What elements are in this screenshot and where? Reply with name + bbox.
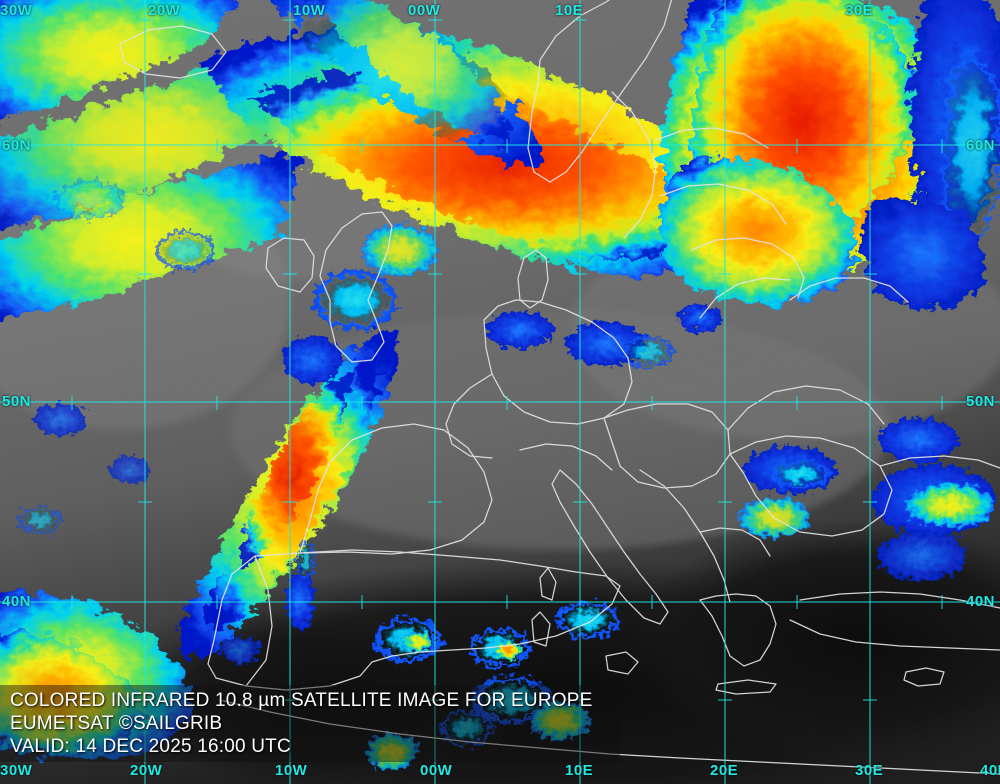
image-caption: COLORED INFRARED 10.8 µm SATELLITE IMAGE…: [0, 685, 620, 762]
lat-label-left-40n: 40N: [2, 593, 32, 610]
lon-label-top-30e: 30E: [845, 2, 874, 19]
lon-label-top-10e: 10E: [555, 2, 584, 19]
lon-label-top-20w: 20W: [148, 2, 181, 19]
lon-label-bottom-30e: 30E: [855, 762, 884, 779]
caption-product-line: COLORED INFRARED 10.8 µm SATELLITE IMAGE…: [10, 690, 593, 711]
lon-label-bottom-30w: 30W: [0, 762, 33, 779]
lat-label-left-50n: 50N: [2, 393, 32, 410]
lon-label-bottom-10w: 10W: [275, 762, 308, 779]
lon-label-bottom-20e: 20E: [710, 762, 739, 779]
graticule-ticks: [71, 19, 943, 701]
lon-label-top-30w: 30W: [0, 2, 33, 19]
lon-label-bottom-00w: 00W: [420, 762, 453, 779]
caption-valid-time: VALID: 14 DEC 2025 16:00 UTC: [10, 736, 291, 757]
lat-label-right-60n: 60N: [966, 137, 996, 154]
lon-label-bottom-10e: 10E: [565, 762, 594, 779]
lon-label-bottom-20w: 20W: [130, 762, 163, 779]
lat-label-right-50n: 50N: [966, 393, 996, 410]
lat-label-left-60n: 60N: [2, 137, 32, 154]
lat-label-right-40n: 40N: [966, 593, 996, 610]
lon-label-bottom-40e: 40E: [980, 762, 1000, 779]
caption-attribution: EUMETSAT ©SAILGRIB: [10, 713, 223, 734]
lon-label-top-10w: 10W: [293, 2, 326, 19]
lon-label-top-00w: 00W: [408, 2, 441, 19]
